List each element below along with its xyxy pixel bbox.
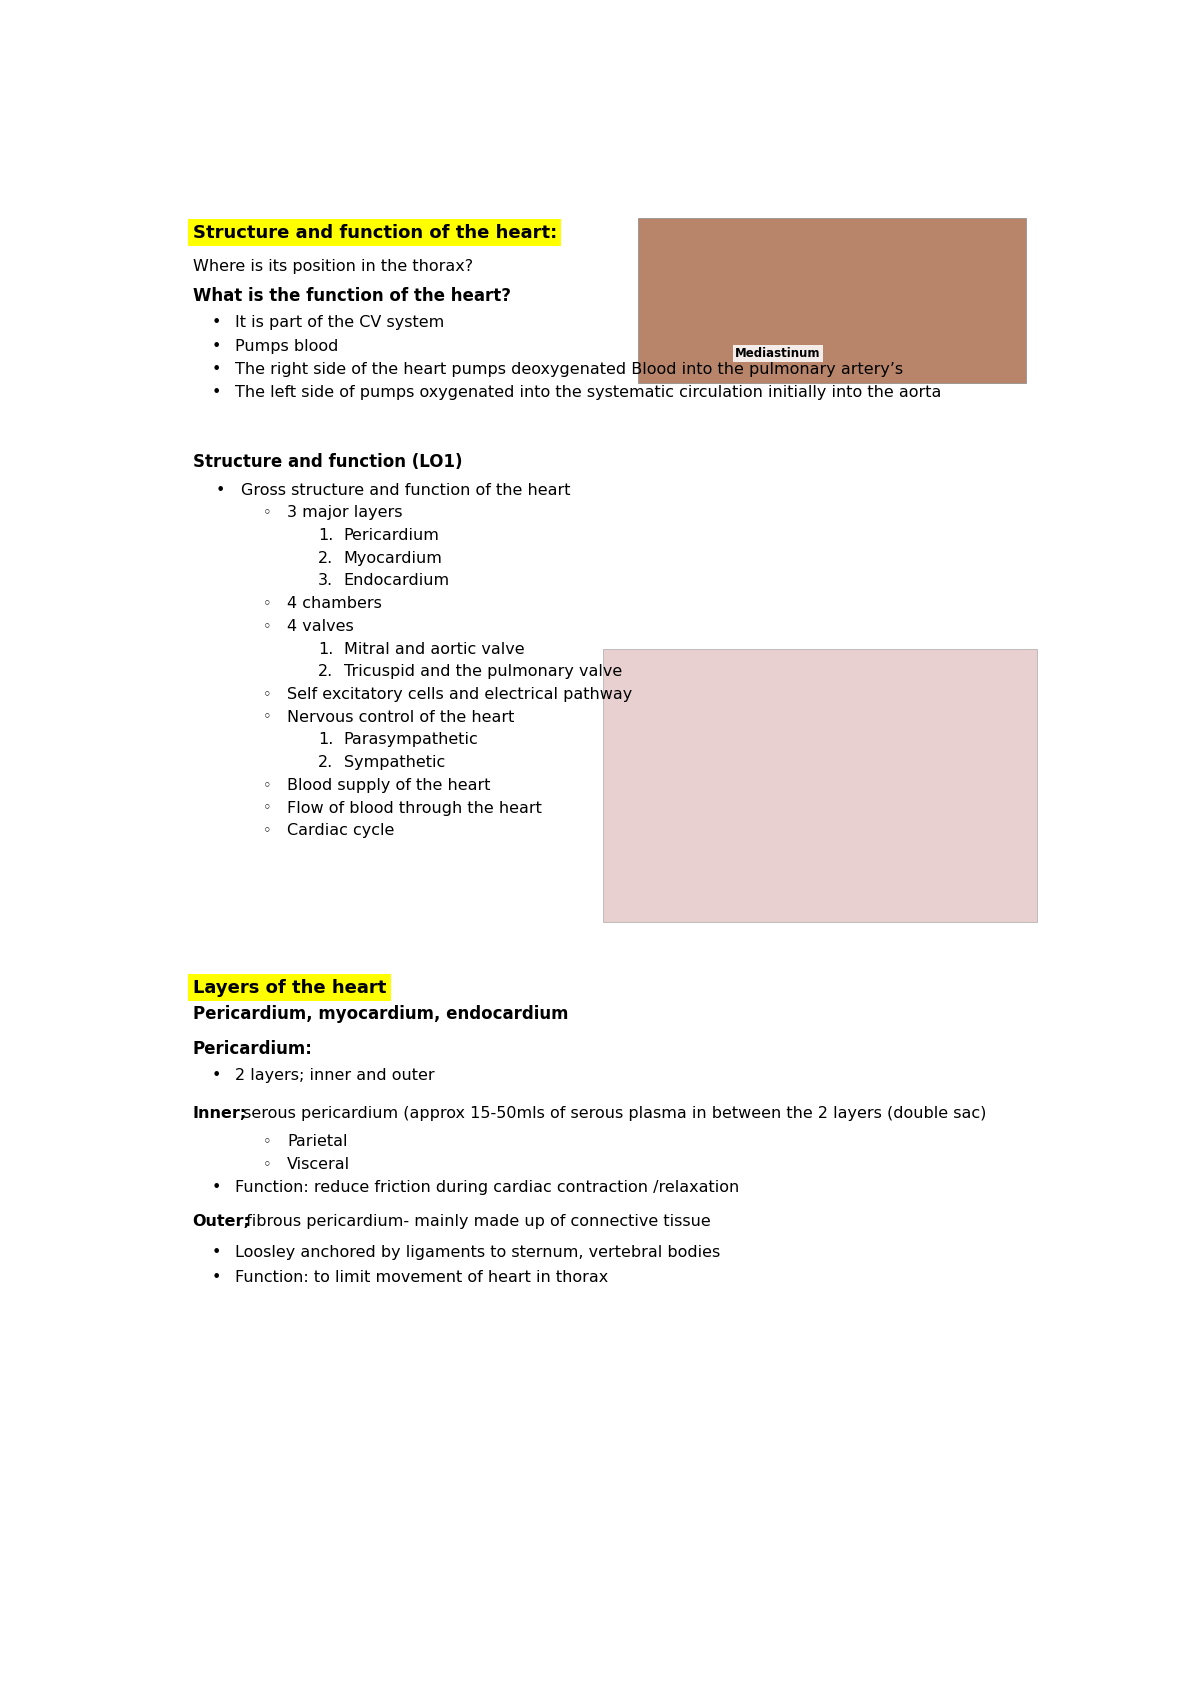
Text: 4 valves: 4 valves bbox=[287, 619, 354, 635]
Text: ◦: ◦ bbox=[263, 709, 271, 725]
Text: 3 major layers: 3 major layers bbox=[287, 506, 403, 521]
Text: •: • bbox=[212, 1067, 221, 1083]
Text: Self excitatory cells and electrical pathway: Self excitatory cells and electrical pat… bbox=[287, 687, 632, 703]
Text: •: • bbox=[212, 316, 221, 331]
Text: Blood supply of the heart: Blood supply of the heart bbox=[287, 777, 491, 792]
Text: What is the function of the heart?: What is the function of the heart? bbox=[193, 287, 511, 305]
Text: •: • bbox=[212, 1271, 221, 1285]
Text: Visceral: Visceral bbox=[287, 1157, 350, 1173]
Text: ◦: ◦ bbox=[263, 801, 271, 816]
Text: 1.: 1. bbox=[318, 733, 334, 747]
Text: Tricuspid and the pulmonary valve: Tricuspid and the pulmonary valve bbox=[343, 664, 622, 679]
FancyBboxPatch shape bbox=[604, 648, 1037, 921]
Text: The left side of pumps oxygenated into the systematic circulation initially into: The left side of pumps oxygenated into t… bbox=[235, 385, 942, 400]
Text: Endocardium: Endocardium bbox=[343, 574, 450, 589]
Text: ◦: ◦ bbox=[263, 823, 271, 838]
Text: 2.: 2. bbox=[318, 755, 334, 770]
Text: Sympathetic: Sympathetic bbox=[343, 755, 445, 770]
Text: 2 layers; inner and outer: 2 layers; inner and outer bbox=[235, 1067, 434, 1083]
Text: Structure and function of the heart:: Structure and function of the heart: bbox=[193, 224, 557, 243]
Text: Parasympathetic: Parasympathetic bbox=[343, 733, 479, 747]
Text: Mediastinum: Mediastinum bbox=[734, 348, 821, 360]
Text: Mitral and aortic valve: Mitral and aortic valve bbox=[343, 641, 524, 657]
Text: ◦: ◦ bbox=[263, 777, 271, 792]
Text: •: • bbox=[212, 385, 221, 400]
Text: Structure and function (LO1): Structure and function (LO1) bbox=[193, 453, 462, 470]
Text: serous pericardium (approx 15-50mls of serous plasma in between the 2 layers (do: serous pericardium (approx 15-50mls of s… bbox=[238, 1106, 986, 1122]
Text: Nervous control of the heart: Nervous control of the heart bbox=[287, 709, 515, 725]
Text: 3.: 3. bbox=[318, 574, 334, 589]
Text: Pumps blood: Pumps blood bbox=[235, 339, 338, 353]
Text: The right side of the heart pumps deoxygenated Blood into the pulmonary artery’s: The right side of the heart pumps deoxyg… bbox=[235, 361, 904, 377]
Text: Cardiac cycle: Cardiac cycle bbox=[287, 823, 395, 838]
Text: ◦: ◦ bbox=[263, 596, 271, 611]
Text: •: • bbox=[212, 1179, 221, 1195]
Text: Gross structure and function of the heart: Gross structure and function of the hear… bbox=[241, 482, 570, 497]
Text: Pericardium, myocardium, endocardium: Pericardium, myocardium, endocardium bbox=[193, 1005, 568, 1023]
Text: Outer;: Outer; bbox=[193, 1213, 251, 1229]
Text: Myocardium: Myocardium bbox=[343, 552, 443, 565]
Text: •: • bbox=[216, 482, 226, 497]
Text: It is part of the CV system: It is part of the CV system bbox=[235, 316, 444, 331]
Text: 2.: 2. bbox=[318, 552, 334, 565]
Text: Pericardium:: Pericardium: bbox=[193, 1040, 312, 1059]
Text: •: • bbox=[212, 361, 221, 377]
Text: 4 chambers: 4 chambers bbox=[287, 596, 382, 611]
Text: Flow of blood through the heart: Flow of blood through the heart bbox=[287, 801, 542, 816]
Text: ◦: ◦ bbox=[263, 1157, 271, 1173]
Text: Function: to limit movement of heart in thorax: Function: to limit movement of heart in … bbox=[235, 1271, 608, 1285]
Text: •: • bbox=[212, 1246, 221, 1259]
Text: Pericardium: Pericardium bbox=[343, 528, 439, 543]
Text: ◦: ◦ bbox=[263, 687, 271, 703]
Text: ◦: ◦ bbox=[263, 506, 271, 521]
Text: Parietal: Parietal bbox=[287, 1134, 348, 1149]
Text: 1.: 1. bbox=[318, 641, 334, 657]
Text: •: • bbox=[212, 339, 221, 353]
Text: 2.: 2. bbox=[318, 664, 334, 679]
Text: Function: reduce friction during cardiac contraction /relaxation: Function: reduce friction during cardiac… bbox=[235, 1179, 739, 1195]
FancyBboxPatch shape bbox=[638, 217, 1026, 384]
Text: Where is its position in the thorax?: Where is its position in the thorax? bbox=[193, 260, 473, 275]
Text: fibrous pericardium- mainly made up of connective tissue: fibrous pericardium- mainly made up of c… bbox=[241, 1213, 710, 1229]
Text: Loosley anchored by ligaments to sternum, vertebral bodies: Loosley anchored by ligaments to sternum… bbox=[235, 1246, 720, 1259]
Text: ◦: ◦ bbox=[263, 1134, 271, 1149]
Text: Layers of the heart: Layers of the heart bbox=[193, 979, 386, 996]
Text: 1.: 1. bbox=[318, 528, 334, 543]
Text: Inner;: Inner; bbox=[193, 1106, 247, 1122]
Text: ◦: ◦ bbox=[263, 619, 271, 635]
